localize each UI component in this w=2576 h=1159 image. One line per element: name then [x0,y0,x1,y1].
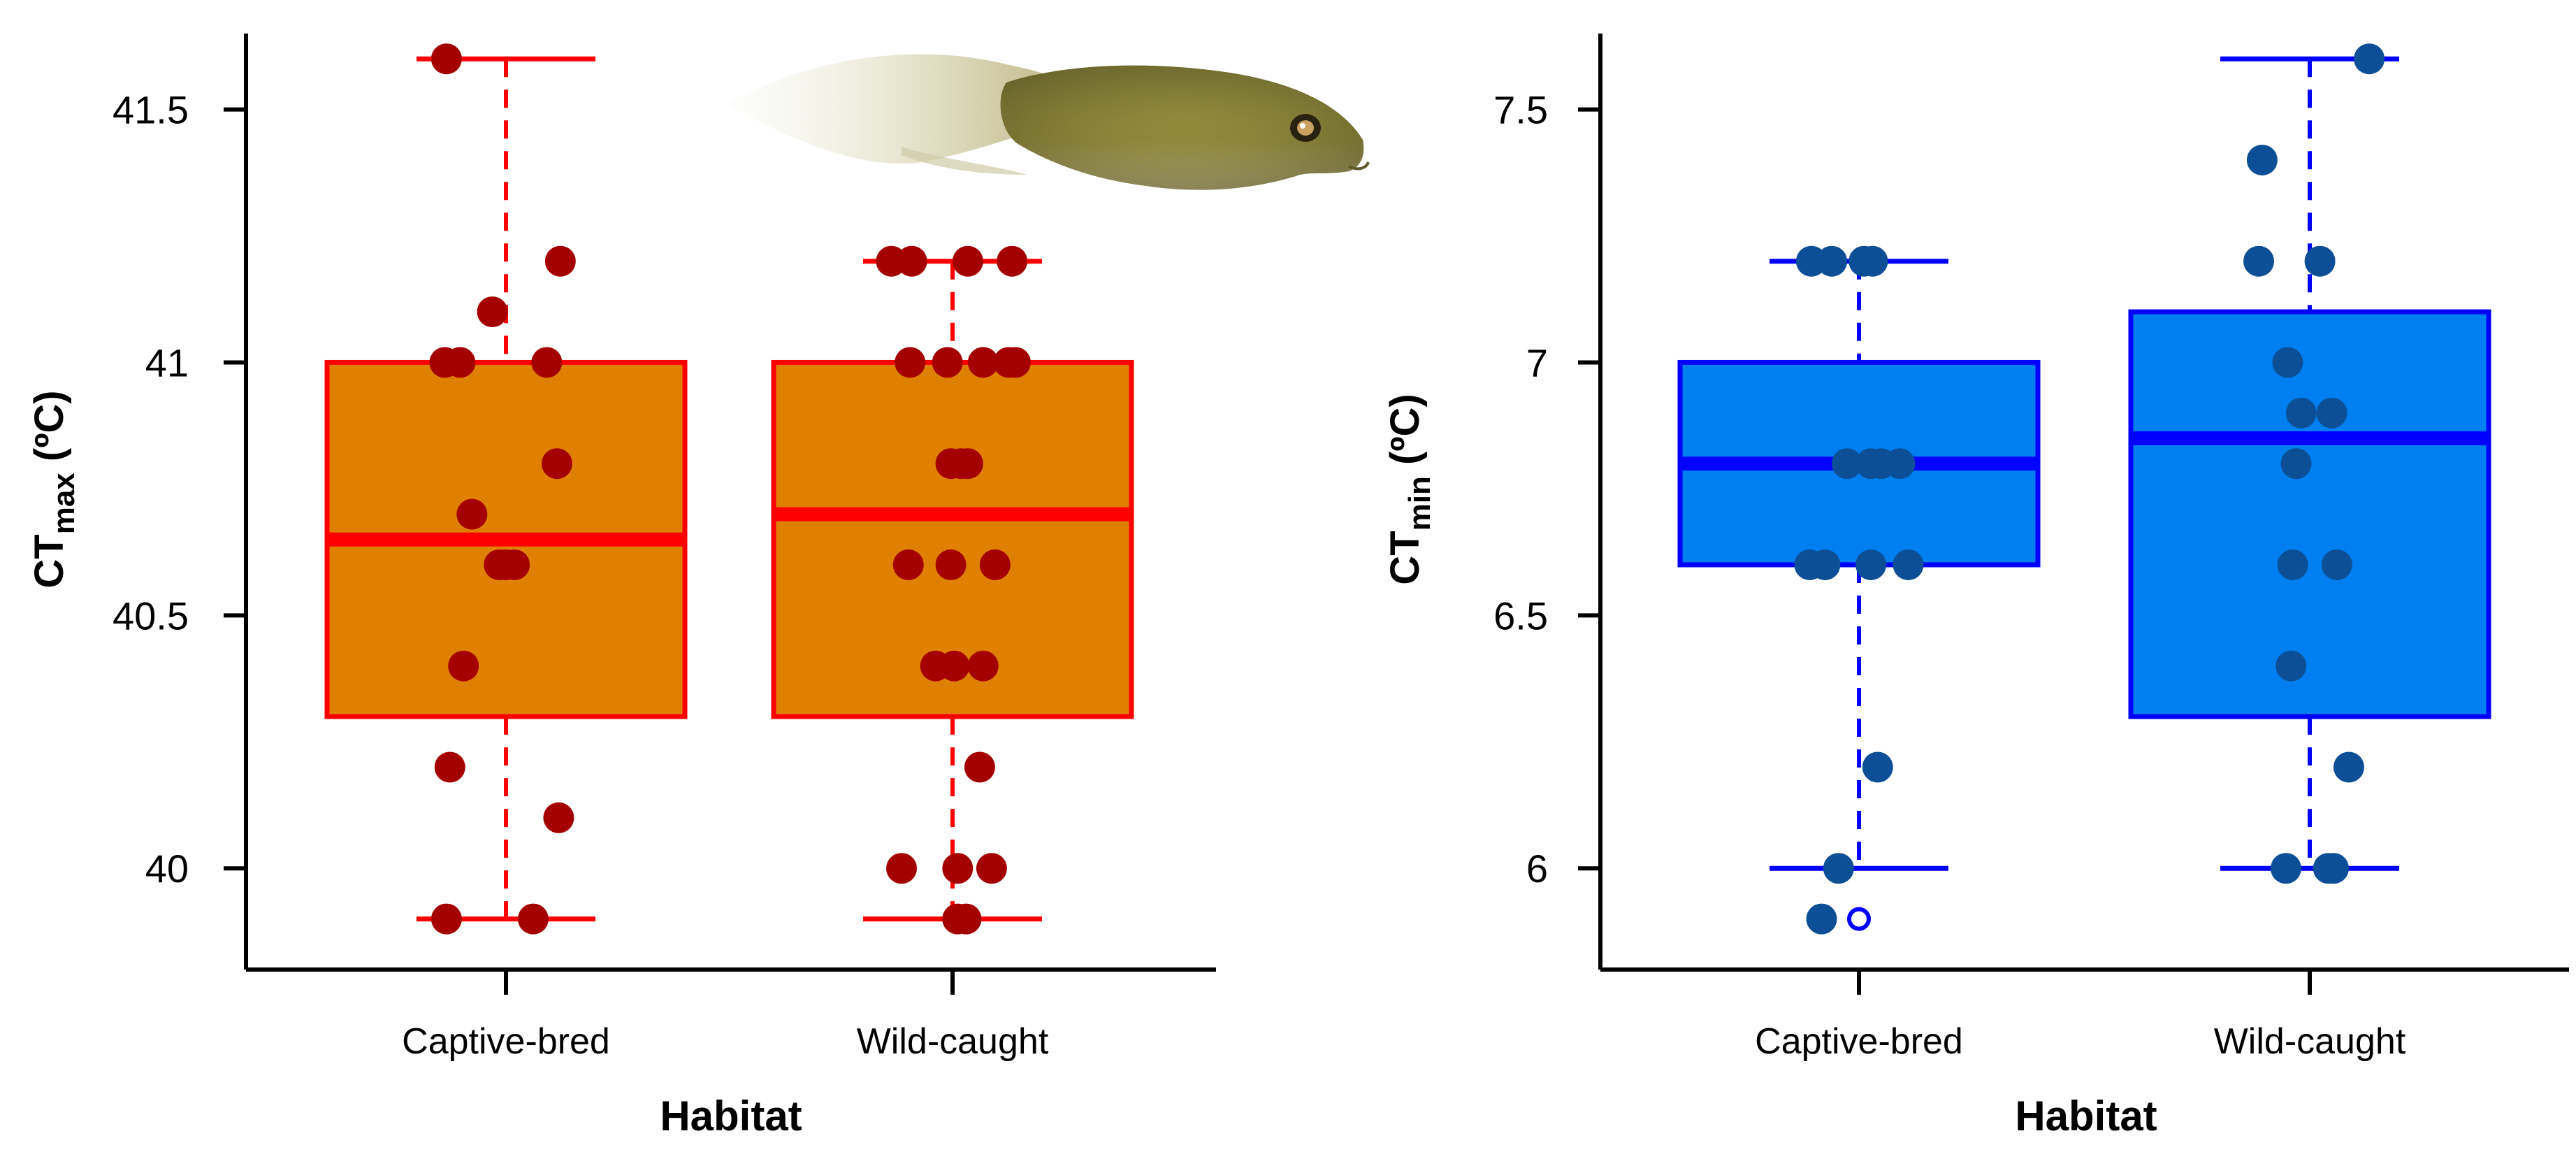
data-point [942,853,974,884]
data-point [541,448,572,480]
y-tick-label: 40 [145,847,189,891]
data-point [444,347,476,378]
data-point [2321,549,2352,580]
data-point [939,650,970,682]
data-point [997,245,1028,277]
box-wild-caught [771,245,1134,935]
data-point [544,245,576,277]
box-captive-bred [1677,245,2041,935]
data-point [896,245,927,277]
data-point [448,650,479,682]
data-point [499,549,530,580]
data-point [2304,245,2336,277]
iqr-box [2128,309,2491,719]
y-tick-label: 40.5 [113,593,189,638]
x-axis-label: Habitat [660,1093,802,1139]
y-axis-label: CTmin (ºC) [1382,394,1437,584]
x-tick-label: Wild-caught [857,1021,1049,1062]
data-point [1831,448,1862,480]
data-point [999,347,1031,378]
data-point [430,903,462,935]
data-point [2243,245,2275,277]
x-tick-label: Wild-caught [2214,1021,2406,1062]
data-point [964,751,995,783]
data-point [950,903,982,935]
data-point [1884,448,1916,480]
data-point [1816,245,1848,277]
data-point [2318,853,2350,884]
x-tick-label: Captive-bred [1755,1021,1963,1062]
data-point [976,853,1007,884]
x-axis-label: Habitat [2015,1093,2157,1139]
data-point [1806,903,1837,935]
tadpole-image [727,54,1370,190]
data-point [952,448,983,480]
data-point [2275,650,2307,682]
data-point [932,347,963,378]
x-tick-label: Captive-bred [402,1021,610,1062]
data-point [434,751,465,783]
y-tick-label: 41.5 [113,88,189,132]
data-point [543,802,574,833]
data-point [1857,245,1888,277]
data-point [477,296,508,328]
data-point [967,347,999,378]
data-point [2316,397,2347,429]
data-point [2280,448,2312,480]
y-tick-label: 7 [1526,340,1548,384]
data-point [2246,144,2278,175]
data-point [2333,751,2364,783]
data-point [2354,43,2385,75]
data-point [1809,549,1841,580]
data-point [2270,853,2301,884]
data-point [2272,347,2303,378]
y-tick-label: 6.5 [1493,593,1548,638]
outlier-point [1847,907,1871,931]
data-point [952,245,983,277]
data-point [1855,549,1887,580]
ctmin-panel: 6 6.5 7 7.5 CTmin (ºC) Captive-bred Wild-caugh… [1382,34,2569,1139]
data-point [1893,549,1924,580]
data-point [967,650,999,682]
data-point [895,347,926,378]
ctmax-panel: 40 40.5 41 41.5 CTmax (ºC) Captive-bred Wild-c… [27,34,1216,1139]
data-point [2285,397,2317,429]
data-point [892,549,924,580]
data-point [531,347,563,378]
y-axis-label: CTmax (ºC) [27,390,81,588]
y-tick-label: 6 [1526,847,1548,891]
data-point [517,903,549,935]
data-point [430,43,462,75]
data-point [1862,751,1893,783]
y-tick-label: 7.5 [1493,88,1548,132]
data-point [979,549,1011,580]
box-captive-bred [324,43,688,935]
data-point [456,498,488,530]
data-point [935,549,967,580]
data-point [2277,549,2308,580]
box-wild-caught [2128,43,2491,884]
data-point [886,853,918,884]
data-point [1823,853,1854,884]
y-tick-label: 41 [145,340,189,384]
